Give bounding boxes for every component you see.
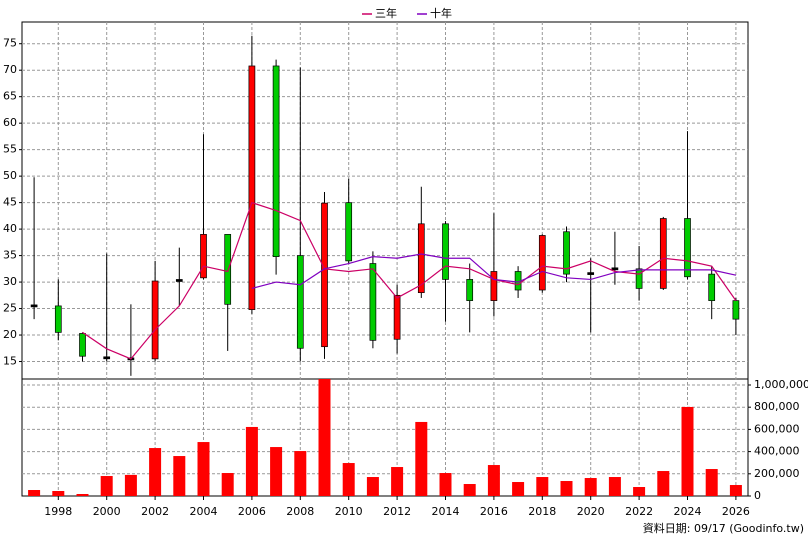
volume-bar	[52, 491, 65, 496]
candle-body	[79, 333, 86, 357]
volume-bar	[366, 477, 379, 496]
candle-body	[659, 218, 667, 289]
y-tick-label: 1,000,000	[754, 378, 808, 391]
candle-body	[417, 223, 425, 294]
volume-bar	[173, 456, 186, 496]
y-tick-label: 60	[3, 116, 17, 129]
x-tick-label: 2006	[238, 505, 266, 518]
candle-body	[563, 231, 570, 275]
footnote: 資料日期: 09/17 (Goodinfo.tw)	[643, 521, 804, 535]
x-tick-label: 1998	[44, 505, 72, 518]
candle-body	[103, 356, 111, 360]
x-tick-label: 2026	[722, 505, 750, 518]
x-tick-label: 2012	[383, 505, 411, 518]
candle-body	[30, 304, 38, 308]
volume-bar	[729, 485, 742, 496]
y-tick-label: 75	[3, 37, 17, 50]
y-tick-label: 30	[3, 275, 17, 288]
volume-bar	[512, 482, 525, 496]
x-tick-label: 2004	[190, 505, 218, 518]
candle-body	[611, 267, 619, 271]
volume-bar	[270, 447, 283, 496]
volume-bar	[633, 487, 646, 496]
volume-bar	[415, 421, 428, 496]
x-tick-label: 2020	[577, 505, 605, 518]
x-tick-label: 2018	[528, 505, 556, 518]
candle-body	[635, 268, 643, 289]
volume-bar	[608, 477, 621, 496]
y-tick-label: 70	[3, 63, 17, 76]
volume-bar	[100, 476, 113, 496]
volume-bar	[536, 477, 549, 496]
volume-bar	[318, 379, 331, 496]
ma-line	[251, 253, 737, 290]
y-tick-label: 20	[3, 328, 17, 341]
ma-line	[82, 201, 737, 360]
volume-bar	[221, 473, 234, 496]
candle-body	[272, 65, 280, 257]
y-tick-label: 0	[754, 489, 761, 502]
plot-area	[21, 21, 749, 497]
candle-body	[466, 279, 474, 301]
volume-bar	[245, 426, 258, 496]
y-tick-label: 200,000	[754, 467, 800, 480]
candle-body	[587, 272, 595, 275]
candle-body	[296, 255, 304, 349]
y-tick-label: 40	[3, 222, 17, 235]
candle-body	[442, 223, 449, 280]
candle-body	[224, 234, 232, 305]
x-tick-label: 2024	[674, 505, 702, 518]
y-tick-label: 600,000	[754, 422, 800, 435]
y-tick-label: 800,000	[754, 400, 800, 413]
volume-bar	[391, 467, 404, 496]
volume-bar	[439, 473, 452, 496]
x-tick-label: 2016	[480, 505, 508, 518]
candle-body	[248, 65, 256, 310]
volume-bar	[294, 451, 307, 496]
candle-body	[732, 300, 740, 320]
candle-body	[708, 273, 716, 301]
volume-bar	[584, 478, 597, 496]
volume-bar	[487, 465, 500, 496]
x-tick-label: 2010	[335, 505, 363, 518]
candle-body	[345, 202, 353, 262]
x-tick-label: 2002	[141, 505, 169, 518]
candle-body	[54, 305, 62, 333]
legend-label: 十年	[430, 6, 452, 20]
y-tick-label: 15	[3, 355, 17, 368]
x-tick-label: 2014	[432, 505, 460, 518]
x-tick-label: 2000	[93, 505, 121, 518]
volume-bar	[197, 442, 210, 496]
x-tick-label: 2008	[286, 505, 314, 518]
candle-body	[538, 235, 546, 291]
candle-body	[321, 202, 328, 348]
volume-bar	[149, 448, 162, 496]
y-tick-label: 35	[3, 249, 17, 262]
x-tick-label: 2022	[625, 505, 653, 518]
y-tick-label: 65	[3, 90, 17, 103]
volume-bar	[124, 474, 137, 496]
legend-label: 三年	[375, 6, 397, 20]
candle-body	[684, 218, 691, 278]
volume-bar	[560, 481, 573, 496]
y-tick-label: 55	[3, 143, 17, 156]
volume-bar	[28, 490, 41, 496]
volume-bar	[463, 484, 476, 496]
volume-bar	[76, 494, 89, 496]
candle-body	[151, 280, 159, 360]
y-tick-label: 50	[3, 169, 17, 182]
candle-body	[175, 279, 183, 282]
y-tick-label: 45	[3, 196, 17, 209]
volume-bar	[657, 471, 670, 496]
y-tick-label: 400,000	[754, 445, 800, 458]
candle-body	[393, 294, 401, 340]
candle-body	[490, 271, 498, 301]
y-tick-label: 25	[3, 302, 17, 315]
volume-bar	[705, 469, 718, 496]
volume-bar	[342, 463, 355, 496]
volume-bar	[681, 406, 694, 496]
candle-body	[369, 263, 377, 341]
candle-body	[200, 234, 207, 279]
